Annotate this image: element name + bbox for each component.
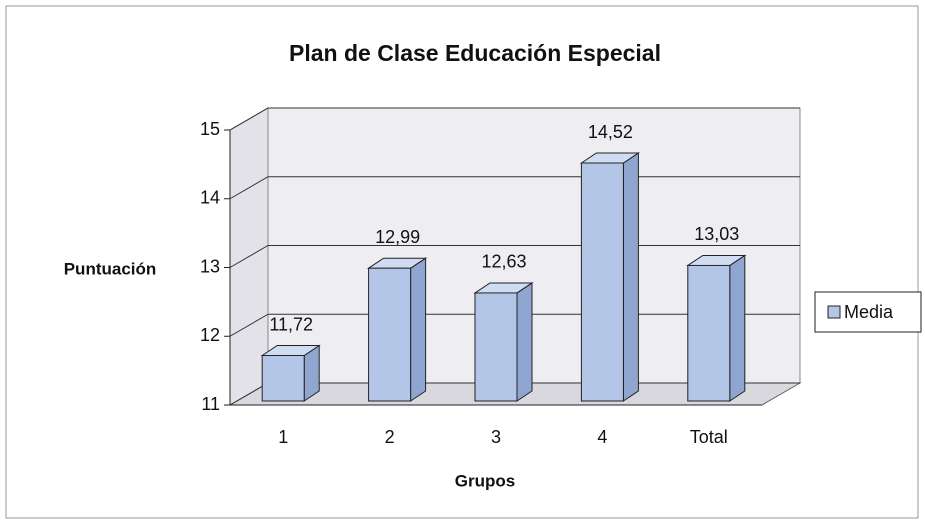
bar-side — [729, 254, 746, 402]
bar — [366, 257, 428, 402]
data-label: 11,72 — [269, 314, 313, 334]
x-tick-label: Total — [690, 427, 728, 447]
bar-side — [622, 152, 639, 402]
bar-side — [410, 257, 427, 402]
grid-line — [229, 107, 800, 131]
x-tick-label: 3 — [491, 427, 501, 447]
y-tick-label: 11 — [201, 394, 220, 414]
y-tick-label: 13 — [200, 256, 220, 276]
data-label: 12,99 — [375, 227, 420, 247]
legend-label: Media — [844, 302, 894, 322]
data-label: 13,03 — [694, 224, 739, 244]
bar-front — [261, 355, 305, 402]
y-tick-label: 15 — [200, 119, 220, 139]
y-tick-label: 14 — [200, 188, 220, 208]
bar-front — [687, 264, 731, 402]
y-tick-label: 12 — [200, 325, 220, 345]
bar-front — [368, 267, 412, 402]
data-label: 14,52 — [588, 122, 633, 142]
legend-swatch — [827, 305, 841, 319]
y-axis-label: Puntuación — [64, 259, 157, 278]
bar — [686, 254, 747, 402]
x-tick-label: 2 — [385, 427, 395, 447]
chart-title: Plan de Clase Educación Especial — [289, 40, 661, 66]
bar-front — [474, 292, 518, 402]
x-axis-label: Grupos — [455, 471, 515, 490]
x-tick-label: 1 — [278, 427, 288, 447]
x-tick-label: 4 — [597, 427, 607, 447]
bar — [473, 282, 534, 402]
data-label: 12,63 — [481, 252, 526, 272]
bar-front — [580, 162, 624, 402]
bar — [579, 152, 641, 402]
bar-side — [516, 282, 533, 402]
bar — [260, 344, 321, 402]
